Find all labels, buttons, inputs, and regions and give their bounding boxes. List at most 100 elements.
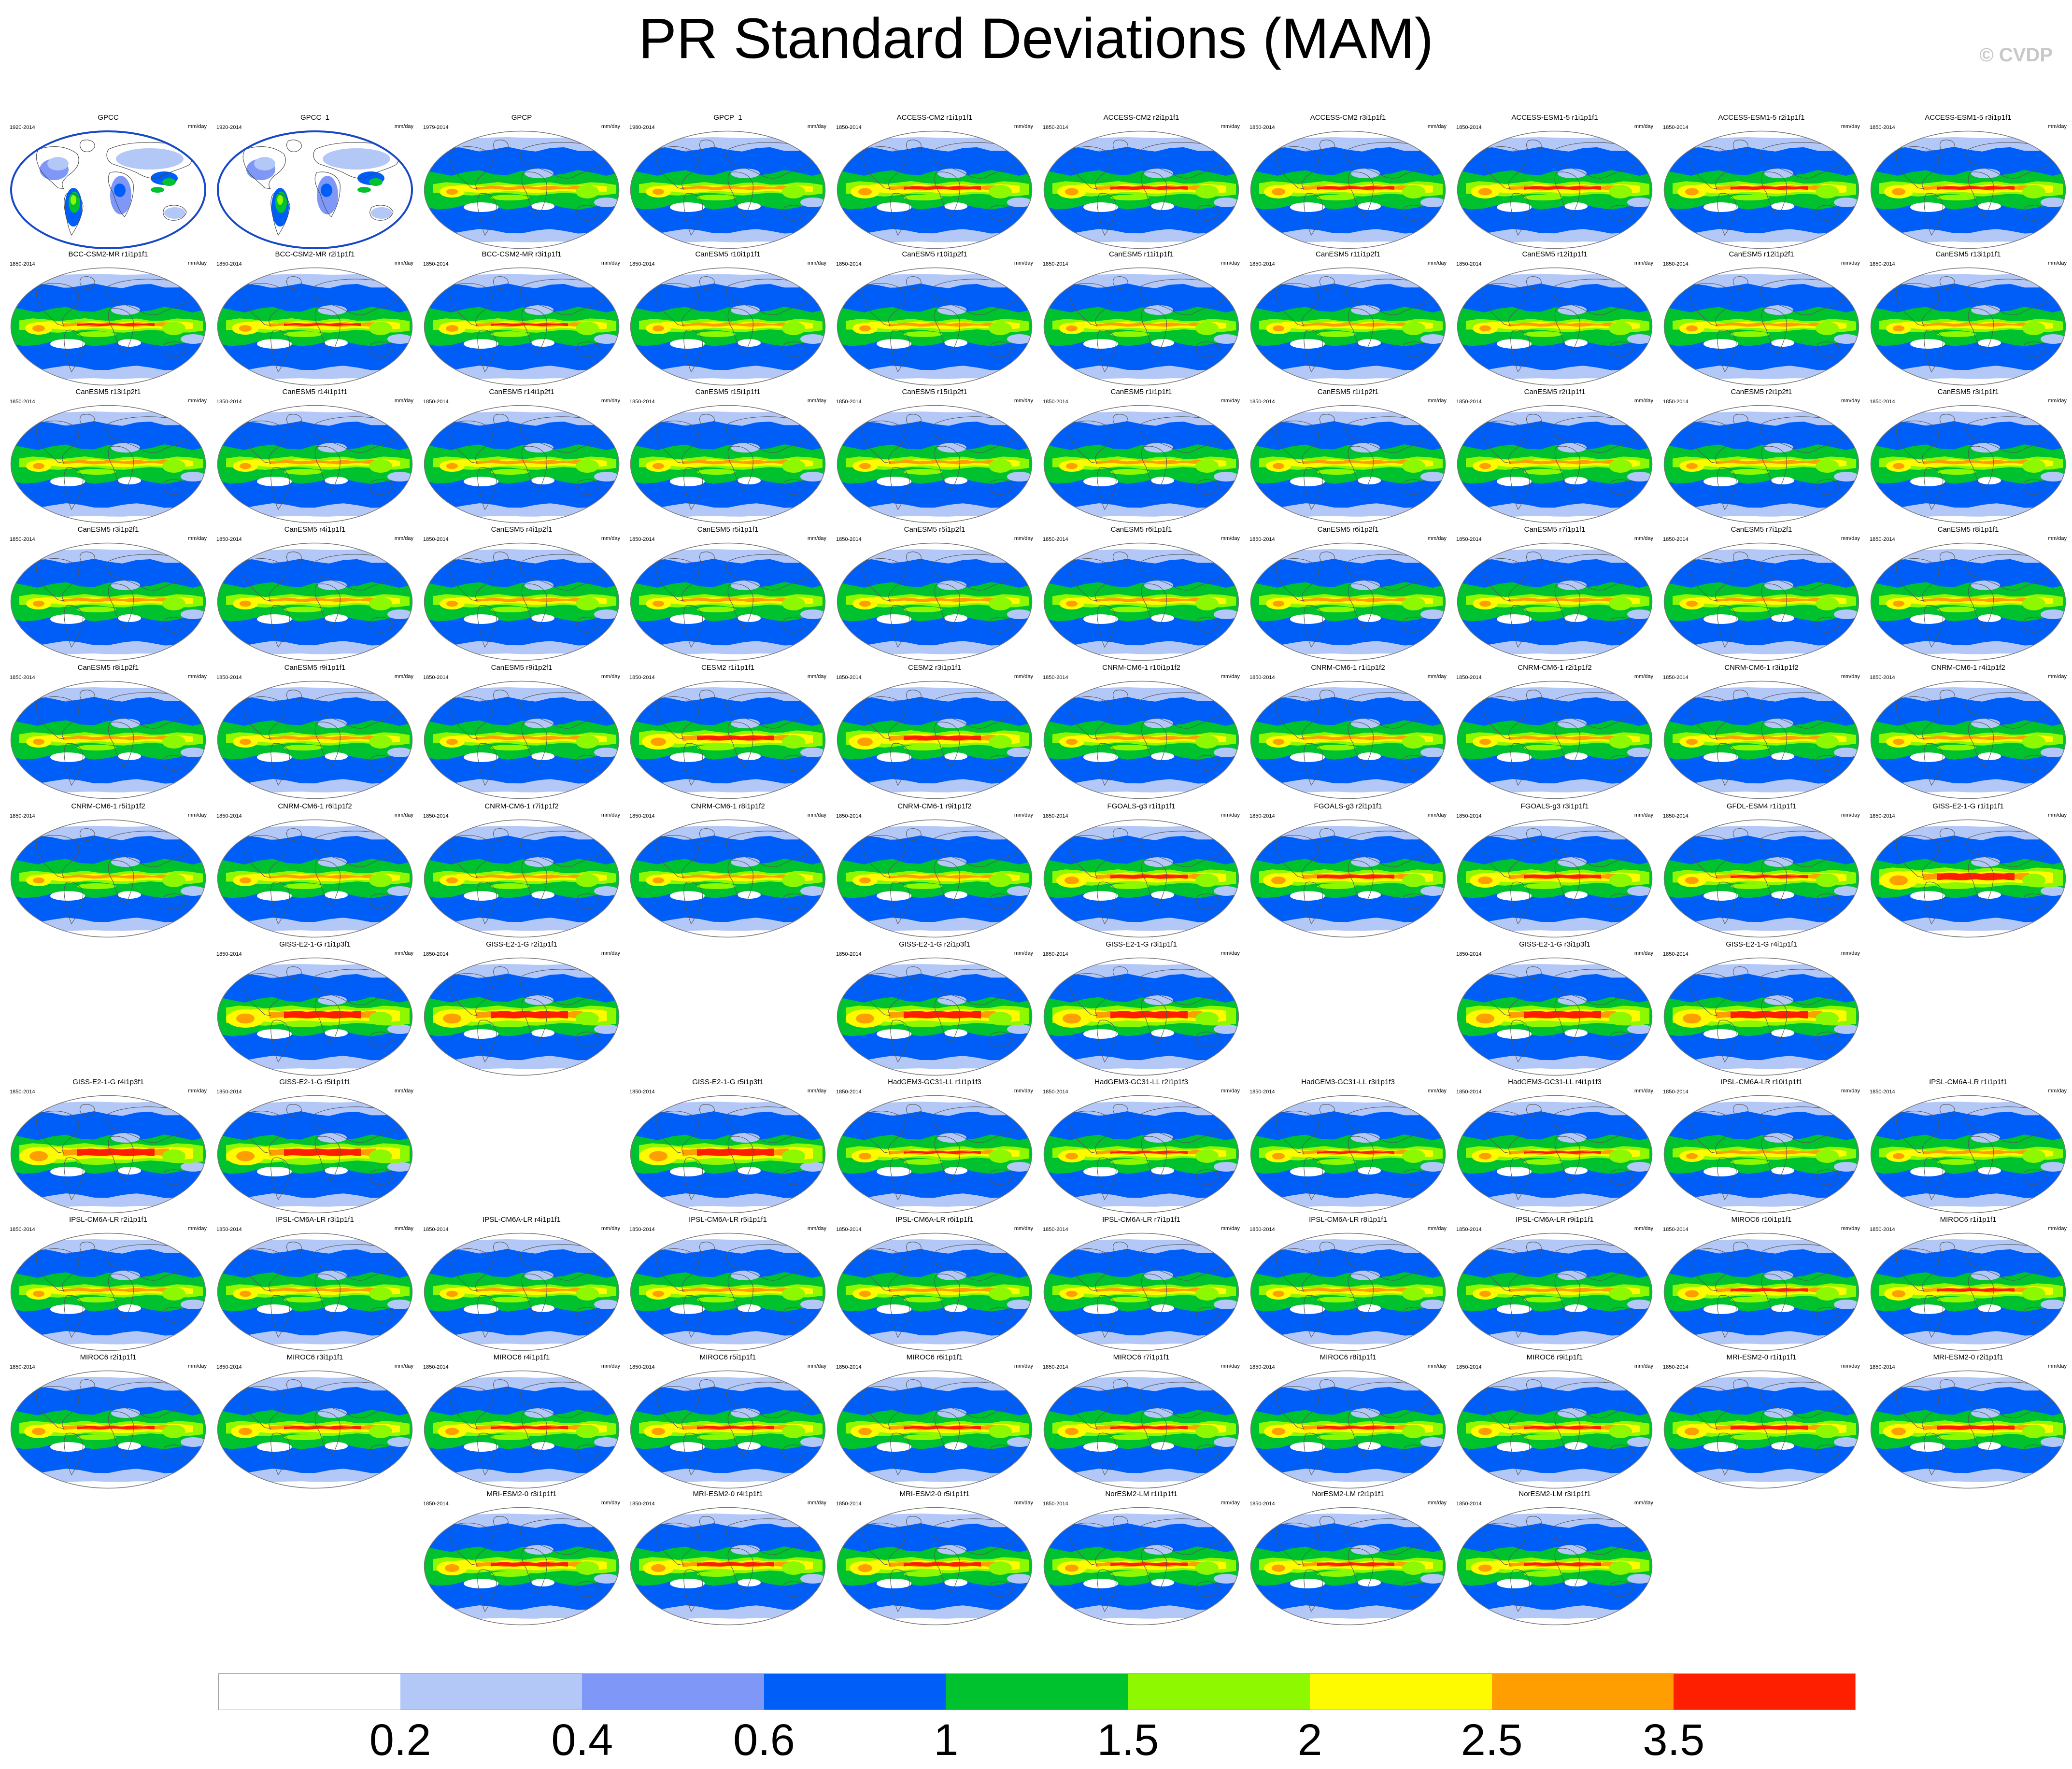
panel-years: 1850-2014 bbox=[1456, 537, 1482, 542]
world-map bbox=[10, 680, 206, 799]
panel-years: 1850-2014 bbox=[1043, 1089, 1068, 1095]
panel-units: mm/day bbox=[187, 398, 207, 404]
world-map bbox=[1043, 680, 1239, 799]
world-map bbox=[630, 1370, 826, 1489]
panel-units: mm/day bbox=[1220, 674, 1240, 679]
panel-years: 1850-2014 bbox=[1456, 399, 1482, 405]
colorbar-label: 1 bbox=[934, 1715, 959, 1765]
map-panel: IPSL-CM6A-LR r2i1p1f1 1850-2014 mm/day bbox=[5, 1216, 212, 1353]
world-map bbox=[1250, 819, 1446, 938]
panel-units: mm/day bbox=[187, 1088, 207, 1094]
panel-title: NorESM2-LM r3i1p1f1 bbox=[1519, 1490, 1591, 1498]
panel-units: mm/day bbox=[807, 124, 826, 129]
world-map bbox=[630, 542, 826, 661]
panel-title: CanESM5 r4i1p1f1 bbox=[284, 525, 346, 534]
map-panel: GISS-E2-1-G r3i1p1f1 1850-2014 mm/day bbox=[1038, 940, 1245, 1078]
panel-years: 1850-2014 bbox=[1456, 951, 1482, 957]
panel-title: IPSL-CM6A-LR r1i1p1f1 bbox=[1929, 1078, 2007, 1086]
panel-units: mm/day bbox=[1634, 536, 1653, 541]
panel-title: CNRM-CM6-1 r2i1p1f2 bbox=[1518, 664, 1592, 672]
world-map bbox=[424, 957, 620, 1076]
map-panel: GPCC 1920-2014 mm/day bbox=[5, 113, 212, 251]
panel-units: mm/day bbox=[601, 1363, 620, 1369]
world-map bbox=[630, 267, 826, 386]
panel-units: mm/day bbox=[1014, 1500, 1033, 1506]
panel-title: CNRM-CM6-1 r7i1p1f2 bbox=[484, 802, 559, 810]
panel-units: mm/day bbox=[2047, 260, 2067, 266]
map-panel: GPCP 1979-2014 mm/day bbox=[418, 113, 625, 251]
panel-units: mm/day bbox=[1014, 124, 1033, 129]
panel-title: CanESM5 r5i1p2f1 bbox=[904, 525, 965, 534]
panel-units: mm/day bbox=[807, 674, 826, 679]
panel-years: 1850-2014 bbox=[1870, 813, 1895, 819]
panel-years: 1979-2014 bbox=[423, 125, 449, 130]
colorbar-label: 0.2 bbox=[369, 1715, 431, 1765]
map-panel: CanESM5 r3i1p2f1 1850-2014 mm/day bbox=[5, 525, 212, 663]
panel-title: HadGEM3-GC31-LL r4i1p1f3 bbox=[1508, 1078, 1602, 1086]
panel-years: 1850-2014 bbox=[1249, 675, 1275, 680]
map-panel: NorESM2-LM r2i1p1f1 1850-2014 mm/day bbox=[1245, 1490, 1451, 1627]
panel-years: 1850-2014 bbox=[629, 1501, 655, 1507]
panel-units: mm/day bbox=[1634, 1226, 1653, 1231]
world-map bbox=[1043, 542, 1239, 661]
world-map bbox=[630, 1507, 826, 1626]
panel-title: IPSL-CM6A-LR r5i1p1f1 bbox=[689, 1216, 767, 1224]
panel-years: 1850-2014 bbox=[1043, 813, 1068, 819]
panel-years: 1920-2014 bbox=[10, 125, 35, 130]
panel-units: mm/day bbox=[1634, 950, 1653, 956]
panel-title: NorESM2-LM r1i1p1f1 bbox=[1105, 1490, 1178, 1498]
panel-years: 1850-2014 bbox=[1870, 1364, 1895, 1370]
world-map bbox=[630, 680, 826, 799]
map-panel: IPSL-CM6A-LR r8i1p1f1 1850-2014 mm/day bbox=[1245, 1216, 1451, 1353]
panel-title: MIROC6 r4i1p1f1 bbox=[493, 1353, 550, 1361]
world-map bbox=[1457, 1507, 1653, 1626]
panel-years: 1850-2014 bbox=[423, 1227, 449, 1232]
panel-title: CanESM5 r1i1p2f1 bbox=[1317, 388, 1379, 396]
map-panel: CanESM5 r8i1p2f1 1850-2014 mm/day bbox=[5, 664, 212, 801]
map-panel: CanESM5 r11i1p2f1 1850-2014 mm/day bbox=[1245, 250, 1451, 388]
panel-units: mm/day bbox=[1427, 398, 1447, 404]
panel-title: MIROC6 r7i1p1f1 bbox=[1113, 1353, 1170, 1361]
panel-years: 1850-2014 bbox=[216, 261, 242, 267]
panel-title: IPSL-CM6A-LR r8i1p1f1 bbox=[1309, 1216, 1387, 1224]
map-panel: MIROC6 r7i1p1f1 1850-2014 mm/day bbox=[1038, 1353, 1245, 1491]
panel-units: mm/day bbox=[187, 536, 207, 541]
panel-units: mm/day bbox=[187, 812, 207, 818]
panel-title: CNRM-CM6-1 r8i1p1f2 bbox=[691, 802, 765, 810]
world-map bbox=[1663, 267, 1859, 386]
panel-years: 1850-2014 bbox=[423, 261, 449, 267]
panel-units: mm/day bbox=[807, 1226, 826, 1231]
panel-units: mm/day bbox=[1634, 260, 1653, 266]
panel-years: 1850-2014 bbox=[1043, 125, 1068, 130]
panel-units: mm/day bbox=[1634, 1088, 1653, 1094]
map-panel: GISS-E2-1-G r5i1p3f1 1850-2014 mm/day bbox=[624, 1078, 831, 1216]
panel-title: GISS-E2-1-G r2i1p3f1 bbox=[899, 940, 970, 948]
map-panel: CanESM5 r13i1p2f1 1850-2014 mm/day bbox=[5, 388, 212, 525]
map-panel: GISS-E2-1-G r5i1p1f1 1850-2014 mm/day bbox=[212, 1078, 418, 1216]
world-map bbox=[424, 1370, 620, 1489]
panel-title: GPCP_1 bbox=[713, 113, 742, 122]
map-panel: CNRM-CM6-1 r10i1p1f2 1850-2014 mm/day bbox=[1038, 664, 1245, 801]
panel-years: 1850-2014 bbox=[1456, 1501, 1482, 1507]
panel-title: CNRM-CM6-1 r5i1p1f2 bbox=[71, 802, 145, 810]
map-panel: ACCESS-ESM1-5 r3i1p1f1 1850-2014 mm/day bbox=[1865, 113, 2072, 251]
world-map bbox=[1457, 267, 1653, 386]
panel-units: mm/day bbox=[394, 398, 413, 404]
panel-title: CanESM5 r3i1p1f1 bbox=[1937, 388, 1999, 396]
colorbar-label: 0.4 bbox=[551, 1715, 613, 1765]
panel-years: 1850-2014 bbox=[1043, 675, 1068, 680]
panel-years: 1850-2014 bbox=[1870, 675, 1895, 680]
map-panel: GISS-E2-1-G r4i1p3f1 1850-2014 mm/day bbox=[5, 1078, 212, 1216]
panel-units: mm/day bbox=[1427, 674, 1447, 679]
panel-units: mm/day bbox=[2047, 124, 2067, 129]
panel-years: 1850-2014 bbox=[1043, 1364, 1068, 1370]
map-panel: CNRM-CM6-1 r5i1p1f2 1850-2014 mm/day bbox=[5, 802, 212, 940]
panel-years: 1850-2014 bbox=[1456, 1364, 1482, 1370]
panel-units: mm/day bbox=[2047, 812, 2067, 818]
map-panel: CNRM-CM6-1 r9i1p1f2 1850-2014 mm/day bbox=[831, 802, 1038, 940]
panel-years: 1850-2014 bbox=[1663, 951, 1689, 957]
panel-units: mm/day bbox=[394, 124, 413, 129]
map-panel: GISS-E2-1-G r2i1p1f1 1850-2014 mm/day bbox=[418, 940, 625, 1078]
map-panel: BCC-CSM2-MR r1i1p1f1 1850-2014 mm/day bbox=[5, 250, 212, 388]
panel-title: MIROC6 r2i1p1f1 bbox=[80, 1353, 137, 1361]
